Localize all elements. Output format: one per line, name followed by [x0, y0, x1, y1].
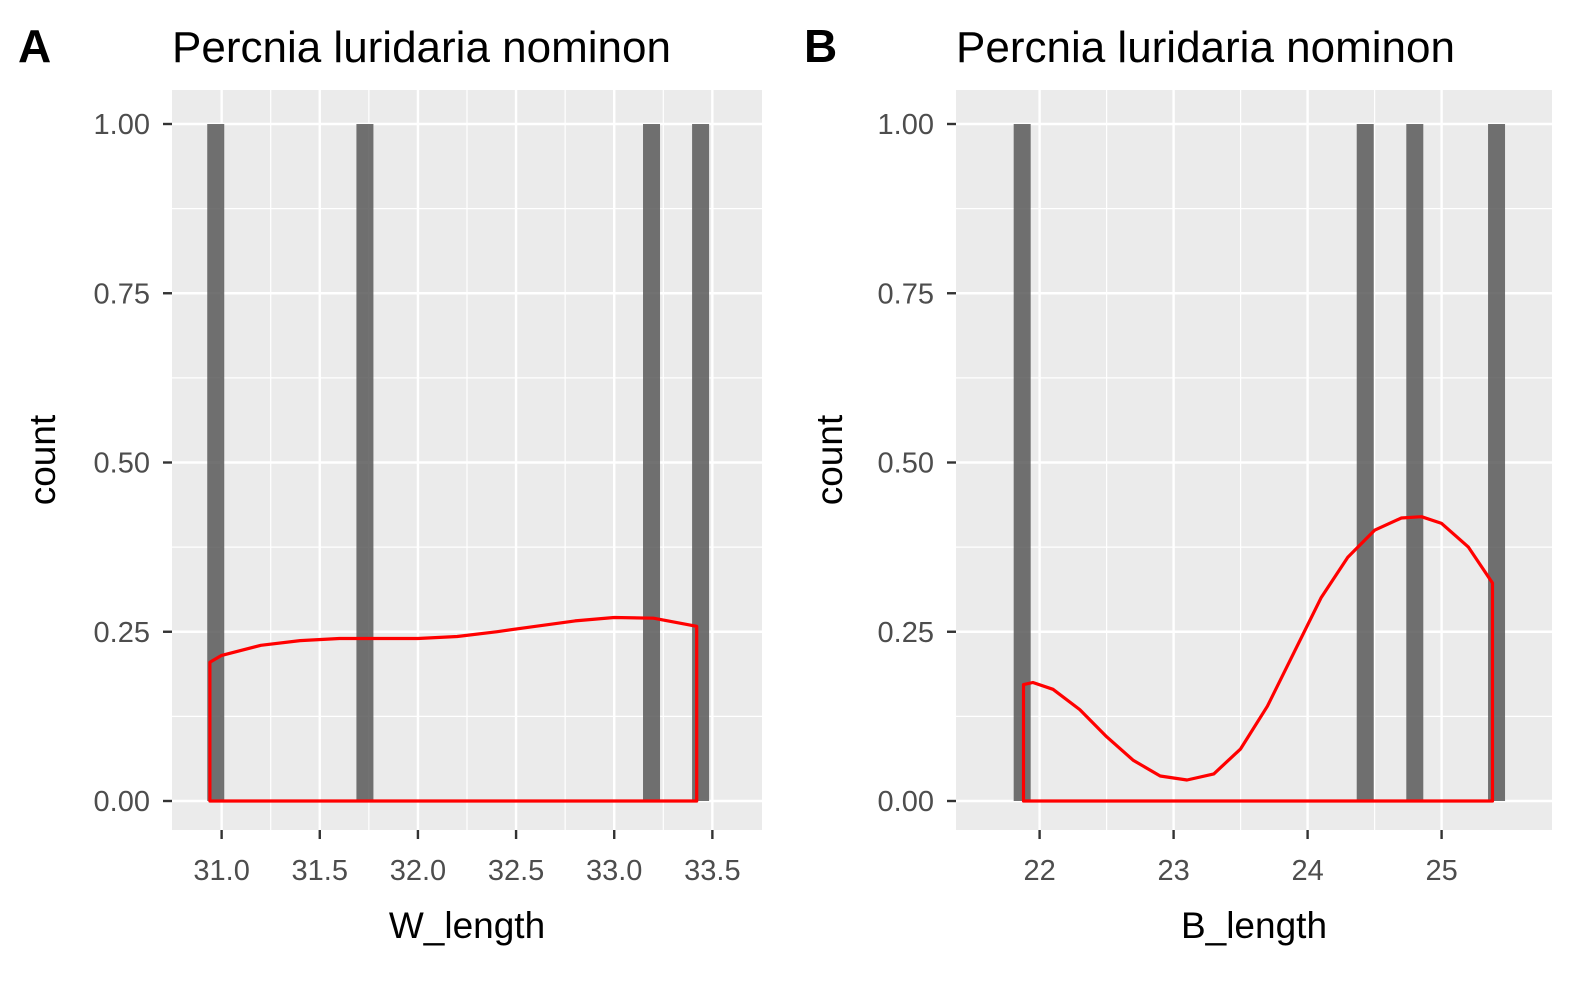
y-tick-label: 0.50 [94, 448, 150, 480]
histogram-bar [692, 124, 710, 801]
y-tick-label: 1.00 [878, 109, 934, 141]
y-tick-label: 0.75 [878, 278, 934, 310]
plot-background [956, 90, 1552, 830]
histogram-bar [643, 124, 661, 801]
panel-letter: A [18, 20, 51, 72]
y-tick-label: 0.25 [878, 617, 934, 649]
x-tick-label: 32.5 [488, 855, 544, 887]
y-axis-title: count [809, 414, 850, 505]
histogram-bar [207, 124, 225, 801]
y-tick-label: 0.00 [878, 786, 934, 818]
x-tick-label: 32.0 [390, 855, 446, 887]
histogram-bar [356, 124, 374, 801]
y-tick-label: 0.75 [94, 278, 150, 310]
panel-a: A Percnia luridaria nominon 0.00 0.25 0.50 0.… [18, 20, 762, 946]
x-tick-label: 33.5 [684, 855, 740, 887]
y-axis-title: count [22, 414, 63, 505]
x-tick-label: 31.5 [292, 855, 348, 887]
x-tick-label: 25 [1425, 855, 1457, 887]
histogram-bar [1406, 124, 1424, 801]
y-tick-label: 0.25 [94, 617, 150, 649]
x-tick-label: 23 [1157, 855, 1189, 887]
panel-b: B Percnia luridaria nominon 0.00 0.25 0.50 0.… [804, 20, 1552, 946]
y-tick-label: 1.00 [94, 109, 150, 141]
chart-title: Percnia luridaria nominon [172, 23, 671, 72]
y-tick-label: 0.50 [878, 448, 934, 480]
x-axis-title: W_length [389, 905, 545, 946]
x-tick-label: 22 [1023, 855, 1055, 887]
histogram-bar [1488, 124, 1506, 801]
density-curve [1021, 515, 1495, 803]
y-tick-label: 0.00 [94, 786, 150, 818]
panel-letter: B [804, 20, 837, 72]
histogram-bar [1356, 124, 1374, 801]
density-curve [208, 615, 699, 803]
chart-title: Percnia luridaria nominon [956, 23, 1455, 72]
x-axis-title: B_length [1181, 905, 1327, 946]
x-tick-label: 24 [1291, 855, 1323, 887]
histogram-bar [1013, 124, 1031, 801]
x-tick-label: 33.0 [586, 855, 642, 887]
x-tick-label: 31.0 [193, 855, 249, 887]
